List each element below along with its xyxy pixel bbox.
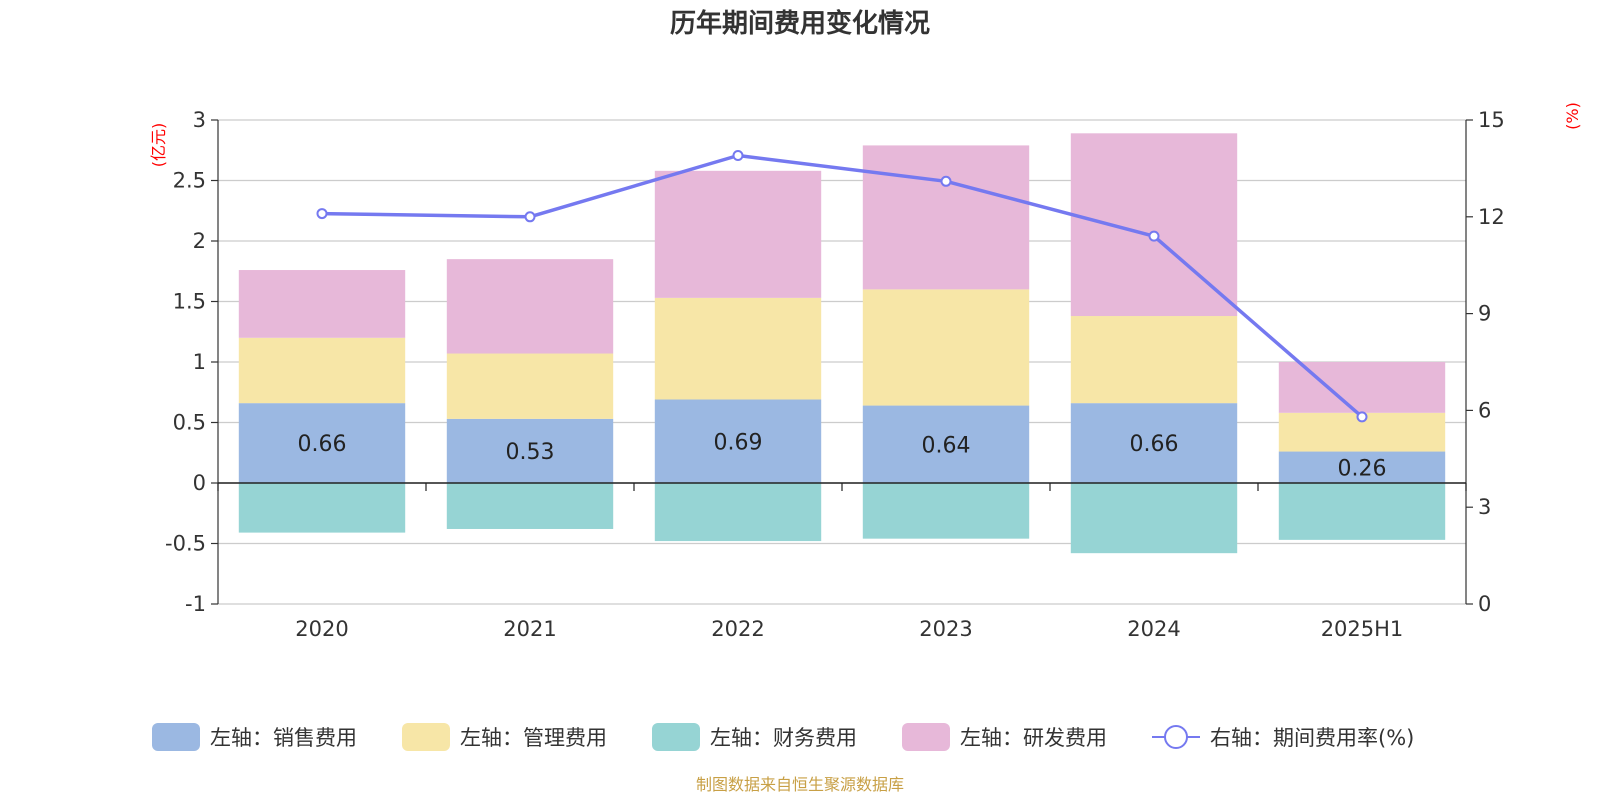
legend-label: 左轴：财务费用	[710, 726, 857, 750]
bar-segment	[862, 145, 1030, 290]
legend: 左轴：销售费用 左轴：管理费用 左轴：财务费用 左轴：研发费用 右轴：期间费用率(%)	[152, 723, 1414, 751]
rate-point	[524, 211, 536, 223]
bars	[238, 133, 1446, 554]
left-tick-label: 2.5	[173, 169, 206, 193]
right-tick-label: 12	[1478, 205, 1505, 229]
category-label: 2024	[1127, 617, 1180, 641]
left-tick-label: 2	[193, 229, 206, 253]
right-axis-unit: (%)	[1563, 102, 1582, 130]
bar-segment	[446, 259, 614, 354]
bar-segment	[1278, 362, 1446, 413]
left-tick-label: 0.5	[173, 411, 206, 435]
bar-segment	[862, 289, 1030, 406]
legend-label: 左轴：研发费用	[960, 726, 1107, 750]
bar-value-label: 0.53	[506, 440, 555, 465]
category-label: 2022	[711, 617, 764, 641]
bar-segment	[1070, 403, 1238, 483]
bar-value-label: 0.64	[922, 433, 971, 458]
bar-segment	[1278, 483, 1446, 540]
legend-swatch	[402, 723, 450, 751]
bar-segment	[654, 170, 822, 298]
category-label: 2025H1	[1321, 617, 1404, 641]
bar-value-label: 0.69	[714, 430, 763, 455]
bar-segment	[1070, 483, 1238, 554]
bar-value-label: 0.26	[1338, 456, 1387, 481]
legend-swatch	[652, 723, 700, 751]
bar-segment	[238, 403, 406, 483]
left-tick-label: 1.5	[173, 290, 206, 314]
bar-segment	[446, 353, 614, 419]
rate-line-path	[321, 153, 1364, 419]
chart-title: 历年期间费用变化情况	[670, 8, 930, 39]
bar-segment	[654, 297, 822, 400]
left-axis-unit: (亿元)	[149, 123, 168, 168]
legend-label: 左轴：销售费用	[210, 726, 357, 750]
left-tick-label: 1	[193, 350, 206, 374]
axes: -1 -0.5 0 0.5 1 1.5 2 2.5 3 0 3 6 9 12 15 2020 2021 2022 2…	[165, 108, 1505, 641]
rate-point	[732, 149, 744, 161]
bar-value-label: 0.66	[1130, 432, 1179, 457]
bar-segment	[238, 337, 406, 404]
category-label: 2020	[295, 617, 348, 641]
bar-segment	[654, 399, 822, 483]
bar-segment	[1070, 316, 1238, 404]
bar-segment	[862, 483, 1030, 539]
legend-swatch	[152, 723, 200, 751]
category-label: 2023	[919, 617, 972, 641]
rate-point	[316, 208, 328, 220]
bar-segment	[446, 483, 614, 529]
bar-segment	[238, 483, 406, 533]
rate-point	[1148, 230, 1160, 242]
bar-segment	[654, 483, 822, 542]
legend-marker-icon	[1164, 725, 1188, 749]
bar-value-label: 0.66	[298, 432, 347, 457]
bar-segment	[446, 418, 614, 483]
rate-point	[1356, 411, 1368, 423]
legend-label: 右轴：期间费用率(%)	[1210, 726, 1414, 750]
right-tick-label: 9	[1478, 302, 1491, 326]
source-note: 制图数据来自恒生聚源数据库	[696, 775, 904, 794]
right-tick-label: 6	[1478, 398, 1491, 422]
legend-label: 左轴：管理费用	[460, 726, 607, 750]
bar-segment	[1278, 451, 1446, 483]
right-tick-label: 0	[1478, 592, 1491, 616]
rate-line	[316, 149, 1368, 423]
legend-swatch	[902, 723, 950, 751]
left-tick-label: -1	[185, 592, 206, 616]
left-tick-label: 3	[193, 108, 206, 132]
bar-segment	[862, 405, 1030, 483]
right-tick-label: 3	[1478, 495, 1491, 519]
left-tick-label: -0.5	[165, 532, 206, 556]
left-tick-label: 0	[193, 471, 206, 495]
rate-point	[940, 175, 952, 187]
right-tick-label: 15	[1478, 108, 1505, 132]
category-label: 2021	[503, 617, 556, 641]
bar-labels: 0.66 0.53 0.69 0.64 0.66 0.26	[298, 430, 1387, 481]
bar-segment	[238, 270, 406, 338]
